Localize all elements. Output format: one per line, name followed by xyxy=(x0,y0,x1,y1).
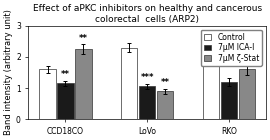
Bar xyxy=(238,69,255,119)
Bar xyxy=(121,48,137,119)
Text: ***: *** xyxy=(240,53,254,62)
Legend: Control, 7μM ICA-I, 7μM ζ-Stat: Control, 7μM ICA-I, 7μM ζ-Stat xyxy=(201,30,262,66)
Bar xyxy=(221,82,237,119)
Text: **: ** xyxy=(161,78,170,87)
Text: **: ** xyxy=(79,34,88,43)
Text: ***: *** xyxy=(140,74,154,82)
Bar xyxy=(202,60,219,119)
Y-axis label: Band intensity (arbitrary unit): Band intensity (arbitrary unit) xyxy=(4,10,13,135)
Text: **: ** xyxy=(61,70,70,79)
Bar xyxy=(139,87,156,119)
Bar xyxy=(39,69,56,119)
Bar xyxy=(57,83,74,119)
Bar xyxy=(157,91,173,119)
Title: Effect of aPKC inhibitors on healthy and cancerous
colorectal  cells (ARP2): Effect of aPKC inhibitors on healthy and… xyxy=(33,4,262,24)
Bar xyxy=(75,49,92,119)
